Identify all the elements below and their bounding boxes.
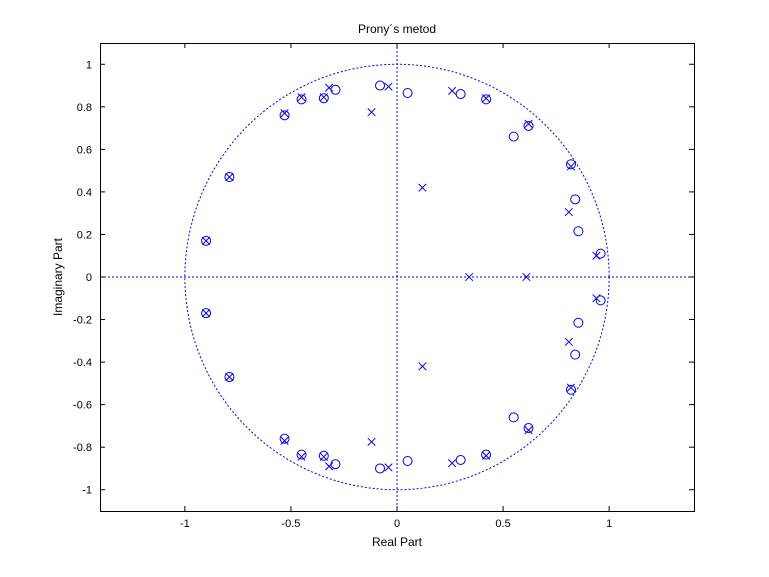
x-axis-label: Real Part [372,535,423,549]
pole-marker [319,452,328,461]
pole-marker [367,107,376,117]
zero-marker [375,80,386,91]
zero-marker [523,120,534,131]
x-tick-label: 0 [394,518,400,530]
zero-marker [508,131,519,142]
pole-marker [592,294,601,303]
pole-marker [280,109,289,118]
pole-marker [592,251,601,260]
zero-marker [296,449,307,460]
chart-title: Prony´s metod [358,22,436,36]
y-tick-label: 1 [86,59,92,71]
pole-marker [524,119,533,128]
zero-marker [318,93,329,104]
x-tick-label: 1 [606,518,612,530]
zero-marker [402,87,413,98]
zero-marker [402,456,413,467]
zero-marker [201,235,212,246]
zero-marker [224,371,235,382]
pole-marker [524,426,533,435]
y-axis-label: Imaginary Part [51,237,65,316]
zero-marker [279,110,290,121]
y-tick-label: -1 [82,485,92,497]
zero-marker [481,449,492,460]
pole-marker [566,383,576,392]
pole-marker [297,452,306,461]
y-tick-label: 0 [86,272,92,284]
pole-marker [384,463,393,472]
pole-marker [564,207,573,217]
data-markers [201,80,606,474]
pole-marker [481,94,491,103]
axis-ticks: -1 -0.5 0 0.5 1 -1 -0.8 -0.6 -0.4 -0.2 0 0.2 0.4 0.6 0… [73,43,694,530]
zero-marker [570,194,581,205]
zero-marker [455,89,466,100]
y-tick-label: 0.6 [77,144,92,156]
pole-marker [201,236,211,245]
pole-marker [367,437,376,447]
x-tick-label: 0.5 [495,518,510,530]
zero-marker [318,450,329,461]
pole-marker [324,462,334,471]
zero-marker [224,172,235,183]
zero-marker [595,248,606,259]
pole-marker [566,162,576,171]
zero-marker [296,94,307,105]
zero-marker [565,384,576,395]
y-tick-label: -0.8 [73,442,92,454]
unit-circle-and-axes [100,43,694,511]
zero-marker [279,433,290,444]
pole-marker [384,82,393,91]
y-tick-label: 0.2 [77,229,92,241]
zero-marker [595,295,606,306]
zero-marker [508,412,519,423]
y-tick-label: -0.6 [73,400,92,412]
pole-marker [448,86,457,96]
x-tick-label: -0.5 [281,518,300,530]
zero-marker [573,317,584,328]
zero-marker [455,454,466,465]
pole-marker [297,93,306,102]
pole-marker [418,362,427,371]
pole-marker [319,93,328,102]
zero-marker [481,94,492,105]
zero-marker [565,159,576,170]
y-tick-label: 0.4 [77,187,92,199]
pole-marker [201,309,211,318]
pole-marker [225,372,234,382]
y-tick-label: 0.8 [77,102,92,114]
zero-marker [523,423,534,434]
zero-marker [201,308,212,319]
pole-marker [448,458,457,468]
pole-marker [564,337,573,347]
x-tick-label: -1 [180,518,190,530]
zero-marker [375,463,386,474]
pole-marker [225,172,234,182]
pole-marker [522,272,531,282]
zero-marker [573,226,584,237]
y-tick-label: -0.4 [73,357,92,369]
pole-marker [280,436,289,445]
pole-marker [481,451,491,460]
zero-marker [570,349,581,360]
pole-marker [324,83,334,92]
pole-marker [464,272,474,282]
pole-marker [418,183,427,192]
y-tick-label: -0.2 [73,315,92,327]
